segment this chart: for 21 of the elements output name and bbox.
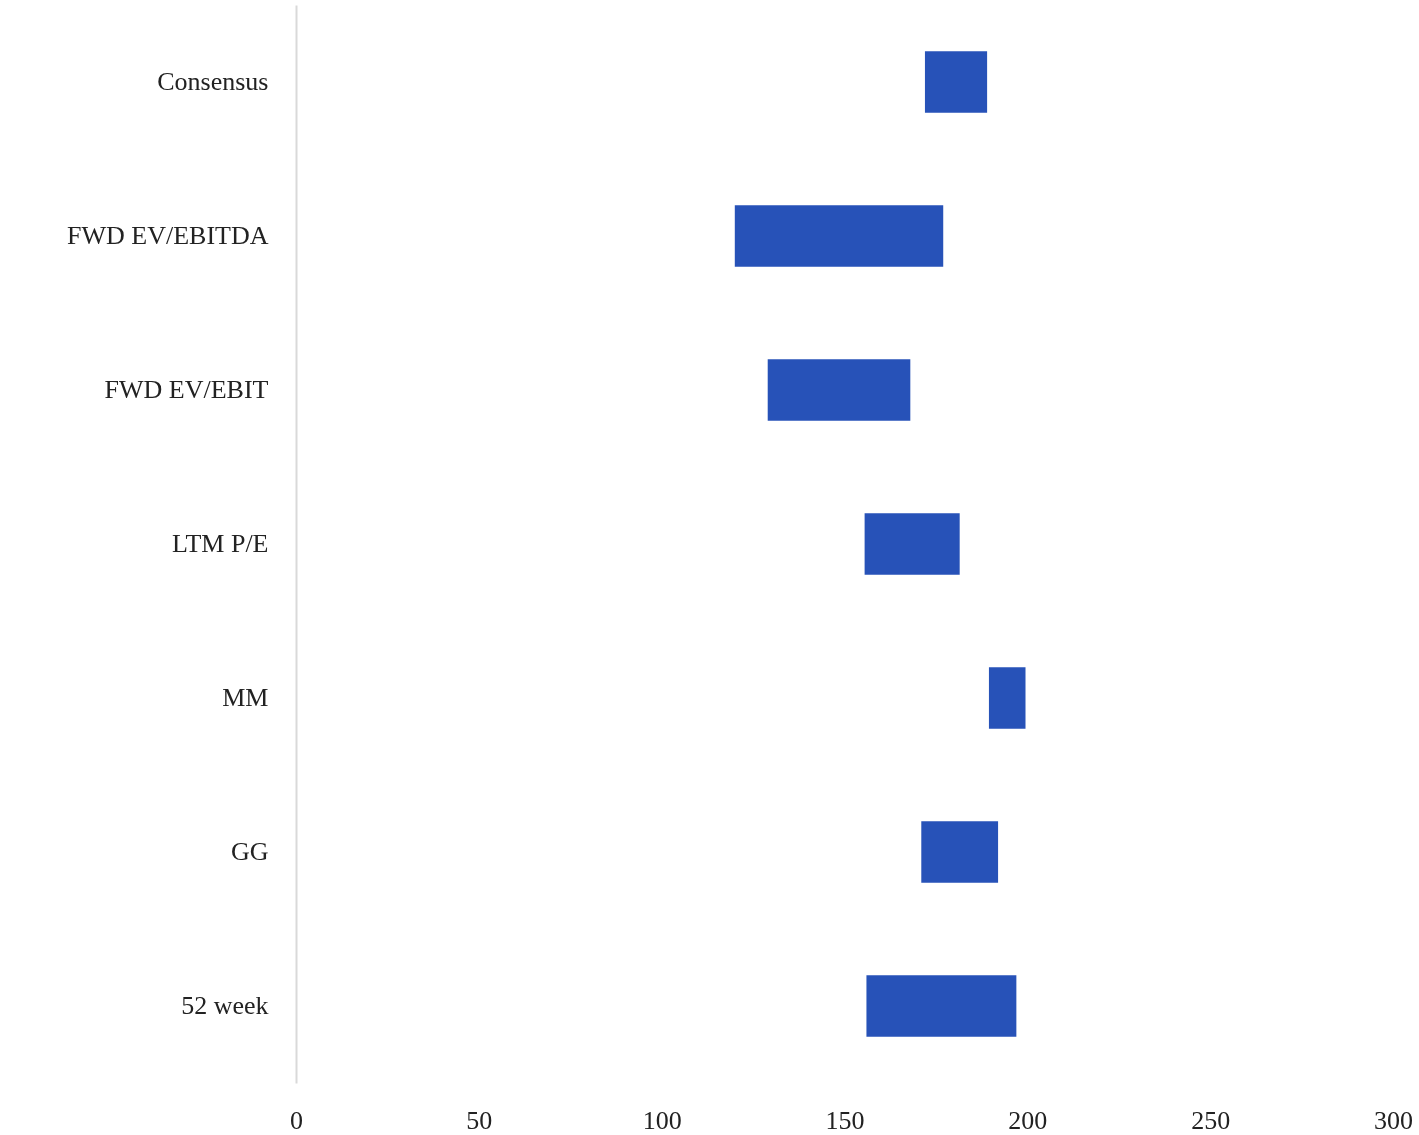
bar	[864, 513, 960, 575]
x-tick-label: 200	[1008, 1105, 1048, 1135]
y-tick-label: 52 week	[181, 991, 269, 1020]
x-tick-label: 150	[825, 1105, 865, 1135]
bar	[988, 667, 1026, 729]
y-tick-label: Consensus	[157, 67, 269, 96]
y-tick-label: LTM P/E	[171, 529, 269, 558]
bar	[767, 359, 911, 421]
bar	[866, 975, 1017, 1037]
x-tick-label: 250	[1191, 1105, 1231, 1135]
y-tick-label: GG	[230, 837, 269, 866]
y-tick-label: MM	[222, 683, 269, 712]
x-tick-label: 300	[1374, 1105, 1413, 1135]
bar	[734, 205, 944, 267]
bar	[924, 51, 988, 113]
y-tick-label: FWD EV/EBIT	[104, 375, 269, 404]
bar	[921, 821, 999, 883]
y-tick-label: FWD EV/EBITDA	[67, 221, 269, 250]
x-tick-label: 0	[290, 1105, 303, 1135]
x-tick-label: 100	[642, 1105, 682, 1135]
x-tick-label: 50	[466, 1105, 493, 1135]
